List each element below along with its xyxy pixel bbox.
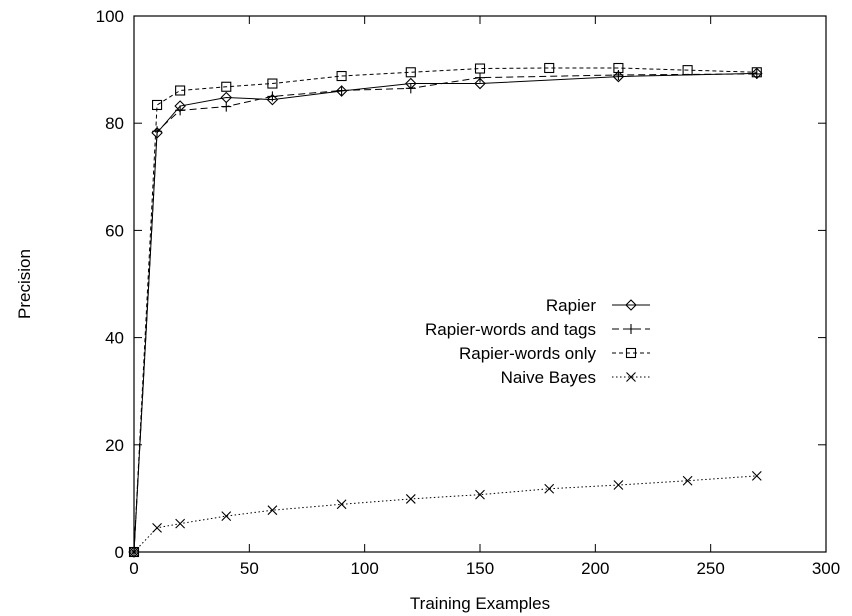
data-point-diamond <box>335 85 348 97</box>
data-point-plus <box>626 324 636 334</box>
data-point-cross <box>682 475 693 486</box>
data-point-plus <box>267 91 278 102</box>
data-point-cross <box>129 547 139 557</box>
data-point-square <box>544 62 555 74</box>
x-tick-label: 100 <box>350 559 378 578</box>
data-point-square <box>625 347 637 359</box>
series-rapier <box>128 67 763 558</box>
data-point-square <box>221 81 232 92</box>
data-point-cross <box>475 489 485 500</box>
data-point-plus <box>336 85 347 96</box>
y-tick-label: 0 <box>115 543 124 562</box>
data-point-plus <box>751 68 762 79</box>
x-tick-label: 250 <box>696 559 724 578</box>
data-point-square <box>405 67 416 78</box>
legend-label: Rapier-words and tags <box>425 320 596 339</box>
legend-entry: Rapier-words and tags <box>425 320 650 339</box>
x-tick-label: 200 <box>581 559 609 578</box>
series-line <box>133 73 757 553</box>
data-point-cross <box>544 483 555 494</box>
legend-entry: Naive Bayes <box>501 368 650 387</box>
data-point-square <box>751 67 762 78</box>
data-point-plus <box>405 83 416 94</box>
x-axis-label: Training Examples <box>410 594 550 613</box>
data-point-square <box>175 85 186 96</box>
y-tick-label: 20 <box>105 436 124 455</box>
data-point-plus <box>221 101 232 112</box>
series-line <box>133 72 757 553</box>
y-tick-label: 60 <box>105 221 124 240</box>
data-point-square <box>474 63 486 74</box>
data-point-cross <box>751 470 762 481</box>
data-point-plus <box>152 126 163 137</box>
data-point-cross <box>405 494 416 504</box>
x-tick-label: 300 <box>812 559 840 578</box>
series-naive-bayes <box>129 470 762 557</box>
data-point-square <box>613 62 624 74</box>
legend-entry: Rapier-words only <box>459 344 650 363</box>
data-point-plus <box>175 105 186 116</box>
data-point-cross <box>267 505 278 516</box>
axis-ticks: 0 50 100 150 200 250 300 0 20 40 60 80 100 <box>96 7 841 578</box>
data-point-cross <box>613 480 624 490</box>
y-tick-label: 40 <box>105 329 124 348</box>
data-point-square <box>152 99 163 111</box>
series-rapier-words-and-tags <box>129 68 762 557</box>
series-line <box>133 475 757 553</box>
data-point-plus <box>475 72 485 83</box>
y-tick-label: 100 <box>96 7 124 26</box>
data-point-plus <box>613 69 624 80</box>
data-point-square <box>267 78 278 89</box>
legend: Rapier Rapier-words and tags Rapier-words … <box>425 296 650 387</box>
data-point-cross <box>626 372 636 382</box>
data-point-diamond <box>625 299 637 311</box>
plot-frame <box>133 15 827 553</box>
x-tick-label: 150 <box>466 559 494 578</box>
legend-label: Naive Bayes <box>501 368 596 387</box>
data-point-cross <box>152 522 162 533</box>
series-layer <box>128 62 763 558</box>
data-point-square <box>682 65 693 76</box>
data-point-square <box>128 546 140 558</box>
x-tick-label: 0 <box>129 559 138 578</box>
data-point-diamond <box>474 77 486 90</box>
y-axis-label: Precision <box>15 249 34 319</box>
data-point-diamond <box>266 93 279 106</box>
series-rapier-words-only <box>128 62 762 558</box>
legend-label: Rapier <box>546 296 596 315</box>
y-tick-label: 80 <box>105 114 124 133</box>
legend-entry: Rapier <box>546 296 650 315</box>
data-point-square <box>336 70 347 82</box>
data-point-cross <box>175 518 186 529</box>
x-tick-label: 50 <box>240 559 259 578</box>
series-line <box>133 67 757 553</box>
legend-label: Rapier-words only <box>459 344 596 363</box>
data-point-cross <box>221 511 232 521</box>
data-point-cross <box>336 499 347 510</box>
